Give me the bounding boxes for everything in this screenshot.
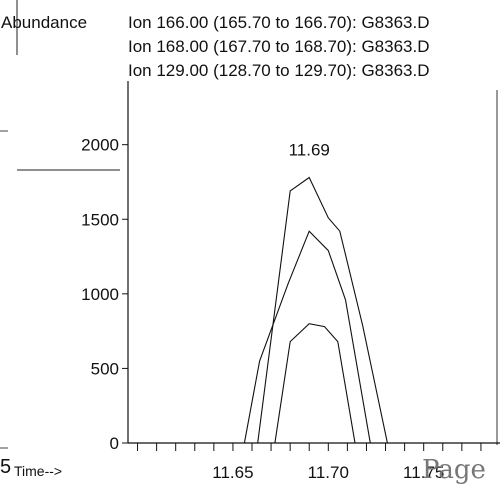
x-tick-label: 11.70: [308, 463, 349, 482]
ion-trace-line-1: [257, 176, 388, 444]
ion-trace-label-1: Ion 166.00 (165.70 to 166.70): G8363.D: [128, 13, 430, 32]
y-tick-label: 0: [110, 434, 119, 453]
peak-label: 11.69: [289, 140, 330, 159]
x-axis-label: Time-->: [14, 463, 63, 479]
x-tick-label: 11.65: [212, 463, 253, 482]
y-tick-label: 1500: [81, 210, 119, 229]
y-tick-label: 500: [91, 359, 119, 378]
left-edge-fragment: 5: [0, 456, 12, 478]
y-axis-label: Abundance: [1, 13, 88, 32]
ion-trace-line-2: [243, 230, 371, 444]
y-tick-label: 2000: [81, 136, 119, 155]
ion-trace-line-3: [274, 323, 356, 444]
x-tick-label: 11.75: [403, 463, 444, 482]
ion-trace-label-3: Ion 129.00 (128.70 to 129.70): G8363.D: [128, 61, 430, 80]
page-word: Page: [422, 455, 486, 485]
ion-trace-label-2: Ion 168.00 (167.70 to 168.70): G8363.D: [128, 37, 430, 56]
y-tick-label: 1000: [81, 285, 119, 304]
